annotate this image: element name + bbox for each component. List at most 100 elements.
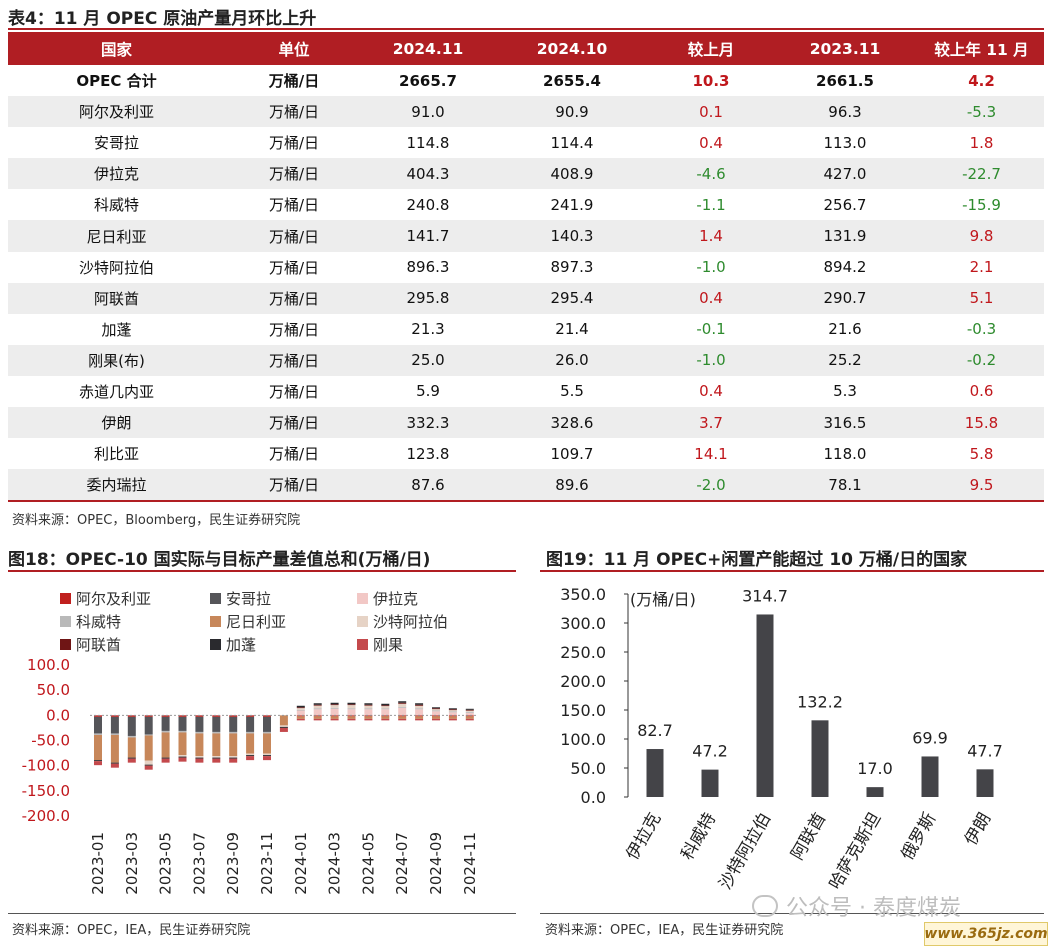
bar-segment: [432, 710, 440, 712]
figure18-source: 资料来源：OPEC，IEA，民生证券研究院: [12, 923, 251, 938]
bar-segment: [178, 715, 187, 717]
bar-segment: [465, 711, 474, 713]
bar-value-label: 17.0: [857, 759, 893, 778]
bar-segment: [229, 758, 238, 763]
cell-v2410: 21.4: [555, 320, 589, 339]
cell-v2410: 241.9: [550, 195, 594, 214]
bar-segment: [296, 707, 305, 710]
table-row: 利比亚 万桶/日 123.8 109.7 14.1 118.0 5.8: [8, 438, 1044, 469]
bar-segment: [144, 760, 153, 765]
cell-yoy: -0.3: [966, 320, 997, 339]
cell-country: 刚果(布): [8, 344, 225, 376]
legend-label: 刚果: [373, 636, 404, 654]
x-tick-label: 2024-01: [292, 832, 310, 895]
bar-segment: [127, 715, 136, 717]
bar-segment: [330, 704, 339, 706]
cell-yoy: -5.3: [919, 96, 1044, 128]
cell-v2311: 5.3: [833, 382, 857, 401]
bar-segment: [313, 715, 322, 717]
bar-segment: [161, 716, 170, 731]
bar-segment: [398, 702, 407, 704]
bar-segment: [313, 718, 322, 721]
bar: [646, 749, 664, 797]
bar-segment: [110, 716, 119, 734]
bar-segment: [94, 716, 102, 734]
bar-segment: [398, 703, 407, 707]
y-tick-label: 200.0: [560, 672, 606, 691]
bar-segment: [381, 716, 390, 719]
legend-swatch: [60, 639, 71, 650]
y-tick-label: 100.0: [27, 656, 70, 674]
cell-mom: -4.6: [651, 158, 771, 190]
cell-country: 赤道几内亚: [78, 382, 154, 401]
header-2024-11: 2024.11: [363, 32, 493, 65]
bar-value-label: 132.2: [797, 692, 843, 711]
bar-segment: [161, 758, 170, 763]
cell-v2411: 114.8: [406, 133, 450, 152]
x-category-label: 伊拉克: [623, 810, 666, 864]
bar-segment: [195, 757, 204, 759]
y-tick-label: 50.0: [570, 759, 606, 778]
cell-unit: 万桶/日: [268, 72, 320, 91]
x-tick-label: 2024-09: [427, 832, 445, 895]
bar-segment: [110, 734, 119, 763]
cell-v2311: 78.1: [771, 469, 919, 501]
cell-yoy: 15.8: [919, 407, 1044, 439]
legend-item: 伊拉克: [357, 588, 418, 609]
bar-segment: [432, 715, 440, 717]
bar-segment: [263, 733, 271, 754]
cell-v2311: 894.2: [823, 258, 867, 277]
cell-unit: 万桶/日: [225, 158, 363, 190]
figure19-rule: [540, 570, 1044, 572]
bar-segment: [415, 708, 424, 710]
x-category-label: 沙特阿拉伯: [716, 810, 776, 894]
bar-segment: [448, 712, 457, 716]
cell-unit: 万桶/日: [225, 220, 363, 252]
bar-segment: [448, 709, 457, 712]
bar-segment: [381, 708, 390, 710]
bar-segment: [364, 715, 373, 717]
bar-segment: [127, 737, 136, 758]
bar-segment: [212, 716, 221, 732]
y-tick-label: -150.0: [22, 782, 70, 800]
bar-segment: [127, 757, 136, 759]
table-row: 伊朗 万桶/日 332.3 328.6 3.7 316.5 15.8: [8, 407, 1044, 439]
cell-v2311: 290.7: [771, 282, 919, 314]
bar-segment: [347, 716, 356, 719]
bar-segment: [432, 707, 440, 709]
bar-segment: [364, 708, 373, 710]
x-tick-label: 2024-11: [461, 832, 479, 895]
cell-v2410: 408.9: [493, 158, 651, 190]
bar-segment: [313, 703, 322, 705]
bar-segment: [347, 709, 356, 716]
bar-segment: [415, 704, 424, 706]
bar-segment: [448, 715, 457, 717]
legend-swatch: [60, 593, 71, 604]
bar-segment: [415, 703, 424, 705]
header-unit: 单位: [225, 32, 363, 65]
bar-segment: [212, 758, 221, 763]
cell-yoy: -22.7: [919, 158, 1044, 190]
bar-segment: [398, 707, 407, 716]
bar-segment: [448, 718, 457, 721]
bar-segment: [381, 718, 390, 721]
legend-item: 阿尔及利亚: [60, 588, 151, 609]
legend-label: 安哥拉: [226, 590, 272, 608]
x-tick-label: 2023-07: [190, 832, 208, 895]
bar-segment: [448, 709, 457, 711]
figure18-rule: [8, 570, 516, 572]
header-yoy: 较上年 11 月: [919, 32, 1044, 65]
bar-segment: [178, 730, 187, 733]
cell-mom: -1.0: [696, 258, 726, 277]
cell-unit: 万桶/日: [268, 258, 320, 277]
cell-yoy: -15.9: [962, 195, 1001, 214]
bar-segment: [110, 715, 119, 717]
bar-segment: [246, 715, 255, 717]
y-tick-label: 50.0: [37, 681, 70, 699]
bar-segment: [279, 727, 288, 732]
table-row: 阿尔及利亚 万桶/日 91.0 90.9 0.1 96.3 -5.3: [8, 96, 1044, 128]
bar-segment: [465, 708, 474, 710]
bar-segment: [229, 716, 238, 732]
legend-item: 刚果: [357, 634, 403, 655]
bar-segment: [296, 710, 305, 716]
